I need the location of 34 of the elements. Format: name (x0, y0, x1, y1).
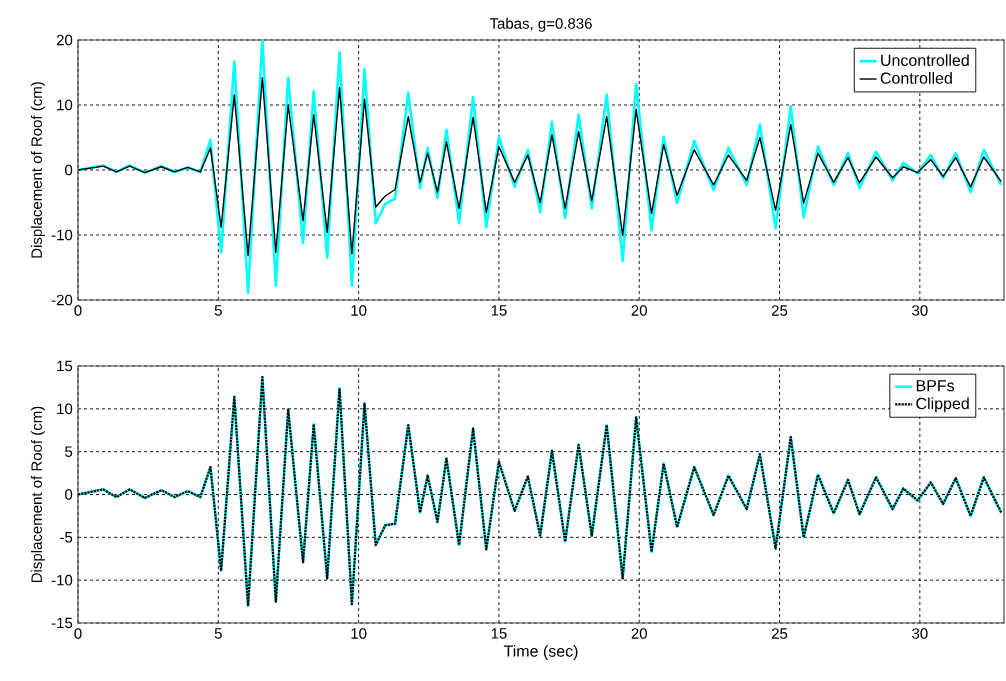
x-tick-label: 25 (771, 305, 788, 316)
legend-label: Uncontrolled (881, 54, 969, 66)
y-tick-label: 20 (56, 34, 73, 46)
y-tick-label: -20 (51, 294, 73, 306)
x-tick-label: 0 (74, 305, 82, 316)
x-tick-label: 10 (351, 628, 367, 639)
legend-label: Controlled (880, 72, 952, 84)
x-axis-title: Time (sec) (503, 645, 578, 660)
y-tick-label: 5 (65, 446, 73, 457)
y-tick-label: -5 (60, 532, 73, 543)
y-tick-label: -10 (51, 229, 73, 241)
y-axis-title: Displacement of Roof (cm) (30, 406, 45, 583)
y-tick-label: 0 (65, 489, 73, 500)
y-tick-label: 0 (65, 164, 73, 176)
legend-label: BPFs (916, 380, 955, 392)
x-tick-label: 5 (214, 628, 222, 639)
y-tick-label: -15 (51, 617, 73, 629)
x-tick-label: 5 (214, 305, 222, 316)
y-tick-label: 15 (57, 360, 73, 372)
x-tick-label: 20 (631, 628, 647, 639)
y-tick-label: -10 (51, 574, 73, 586)
x-tick-label: 15 (491, 305, 507, 316)
legend-label: Clipped (916, 397, 969, 413)
x-tick-label: 25 (771, 628, 788, 639)
x-tick-label: 20 (631, 305, 647, 316)
x-tick-label: 30 (912, 628, 928, 639)
y-tick-label: 10 (57, 403, 73, 415)
x-tick-label: 10 (351, 305, 367, 316)
y-axis-title: Displacement of Roof (cm) (30, 82, 45, 258)
chart-title: Tabas, g=0.836 (489, 17, 592, 32)
x-tick-label: 30 (912, 305, 928, 316)
y-tick-label: 10 (57, 99, 73, 111)
x-tick-label: 15 (491, 628, 507, 639)
x-tick-label: 0 (74, 628, 82, 639)
